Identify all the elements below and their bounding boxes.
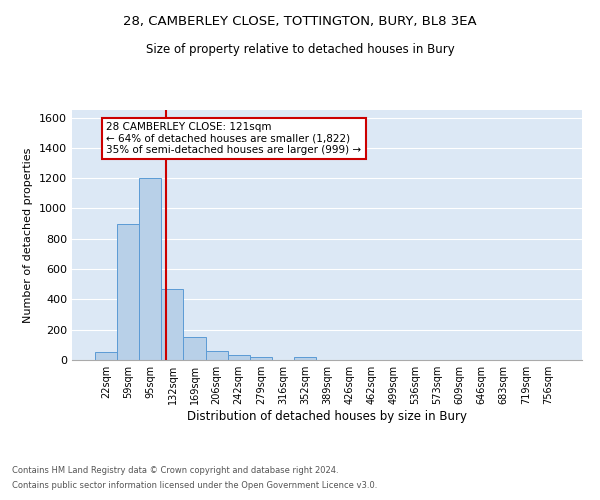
Text: Contains public sector information licensed under the Open Government Licence v3: Contains public sector information licen… bbox=[12, 481, 377, 490]
Bar bbox=[227, 356, 250, 360]
Bar bbox=[184, 338, 206, 360]
Text: Size of property relative to detached houses in Bury: Size of property relative to detached ho… bbox=[146, 42, 454, 56]
Text: 28 CAMBERLEY CLOSE: 121sqm
← 64% of detached houses are smaller (1,822)
35% of s: 28 CAMBERLEY CLOSE: 121sqm ← 64% of deta… bbox=[106, 122, 361, 156]
X-axis label: Distribution of detached houses by size in Bury: Distribution of detached houses by size … bbox=[187, 410, 467, 423]
Text: Contains HM Land Registry data © Crown copyright and database right 2024.: Contains HM Land Registry data © Crown c… bbox=[12, 466, 338, 475]
Text: 28, CAMBERLEY CLOSE, TOTTINGTON, BURY, BL8 3EA: 28, CAMBERLEY CLOSE, TOTTINGTON, BURY, B… bbox=[123, 15, 477, 28]
Bar bbox=[95, 352, 117, 360]
Bar bbox=[117, 224, 139, 360]
Bar bbox=[250, 357, 272, 360]
Bar bbox=[294, 357, 316, 360]
Bar bbox=[206, 351, 227, 360]
Y-axis label: Number of detached properties: Number of detached properties bbox=[23, 148, 34, 322]
Bar bbox=[139, 178, 161, 360]
Bar bbox=[161, 289, 184, 360]
